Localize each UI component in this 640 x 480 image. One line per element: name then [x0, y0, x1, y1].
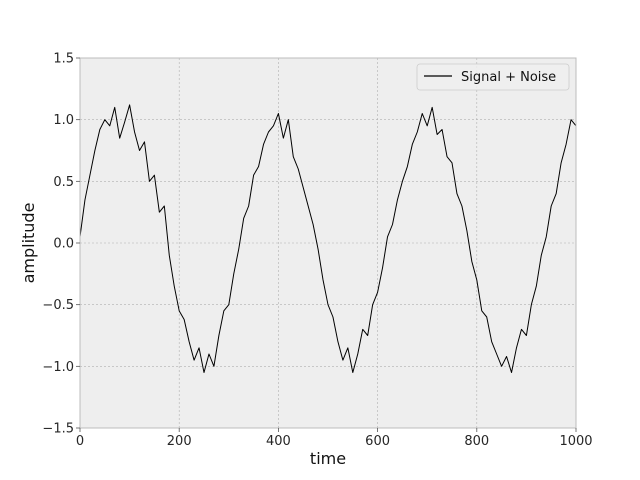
y-tick-label: −1.5: [42, 422, 74, 437]
x-tick-label: 200: [167, 434, 192, 449]
legend: Signal + Noise: [416, 63, 570, 91]
x-tick-label: 1000: [559, 434, 592, 449]
series-line: [79, 104, 577, 373]
y-tick-label: −0.5: [42, 298, 74, 313]
x-tick-label: 600: [365, 434, 390, 449]
y-tick-label: −1.0: [42, 360, 74, 375]
series-layer: [79, 104, 577, 373]
y-tick-label: 1.5: [53, 52, 74, 67]
x-tick-label: 0: [76, 434, 84, 449]
y-axis: −1.5 −1.0 −0.5 0.0 0.5 1.0 1.5: [42, 52, 80, 437]
x-tick-label: 800: [464, 434, 489, 449]
legend-box: [416, 63, 570, 91]
y-tick-label: 1.0: [53, 113, 74, 128]
y-axis-label: amplitude: [19, 203, 38, 284]
x-axis-label: time: [310, 449, 346, 468]
legend-label: Signal + Noise: [461, 70, 556, 85]
x-axis: 0 200 400 600 800 1000: [76, 428, 593, 449]
x-tick-label: 400: [266, 434, 291, 449]
y-tick-label: 0.5: [53, 175, 74, 190]
y-tick-label: 0.0: [53, 237, 74, 252]
